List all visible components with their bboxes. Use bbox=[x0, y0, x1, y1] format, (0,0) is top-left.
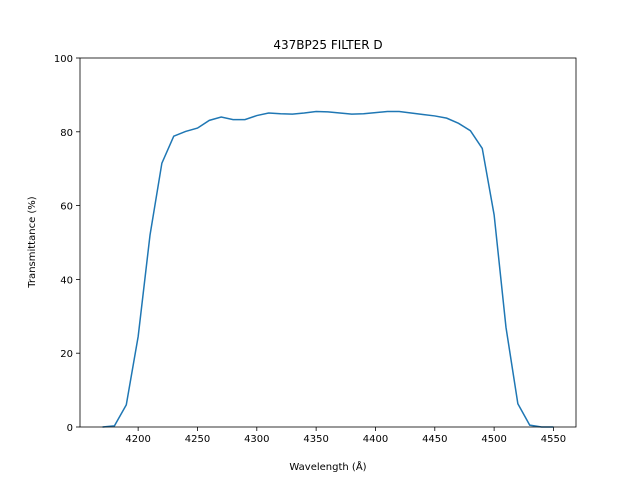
x-tick-label: 4200 bbox=[125, 434, 150, 445]
y-tick-label: 100 bbox=[54, 54, 73, 65]
x-tick-label: 4450 bbox=[422, 434, 447, 445]
data-line bbox=[102, 110, 554, 428]
x-tick-label: 4250 bbox=[185, 434, 210, 445]
y-axis-label: Transmittance (%) bbox=[27, 196, 38, 288]
x-tick-label: 4400 bbox=[363, 434, 388, 445]
y-tick-label: 60 bbox=[60, 202, 73, 213]
plot-frame bbox=[79, 57, 577, 428]
y-tick-label: 80 bbox=[60, 128, 73, 139]
x-tick-label: 4300 bbox=[244, 434, 269, 445]
x-axis-label: Wavelength (Å) bbox=[289, 460, 366, 473]
x-tick-label: 4550 bbox=[541, 434, 566, 445]
y-tick-label: 20 bbox=[60, 349, 73, 360]
x-tick-label: 4350 bbox=[303, 434, 328, 445]
x-tick-label: 4500 bbox=[481, 434, 506, 445]
y-tick-label: 40 bbox=[60, 275, 73, 286]
y-tick-label: 0 bbox=[67, 423, 73, 434]
chart-title: 437BP25 FILTER D bbox=[273, 38, 382, 52]
